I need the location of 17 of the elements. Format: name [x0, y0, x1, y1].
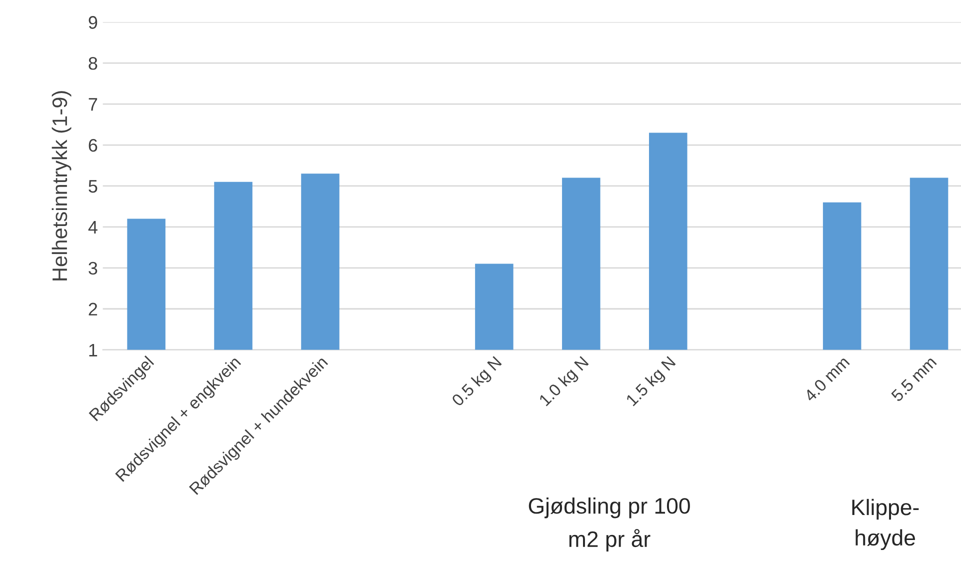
x-tick-label: 0.5 kg N [450, 356, 504, 410]
text: Klippe- høyde [852, 498, 919, 550]
y-tick-label: 8 [88, 57, 98, 70]
x-tick-label: 5.5 mm [890, 356, 937, 402]
x-tick-label: 1.0 kg N [538, 356, 592, 409]
y-tick-label: 6 [88, 138, 98, 152]
y-tick-label: 7 [88, 98, 98, 111]
x-tick-label: 4.0 mm [803, 356, 850, 402]
y-axis-title: Helhetsinntrykk (1-9) [52, 91, 72, 280]
text: Gjødsling pr 100 m2 pr år [528, 497, 690, 552]
y-tick-label: 1 [89, 344, 98, 356]
y-tick-label: 9 [88, 16, 98, 29]
y-tick-label: 2 [88, 302, 98, 316]
y-tick-label: 4 [88, 221, 98, 234]
y-tick-label: 5 [88, 180, 98, 193]
y-tick-label: 3 [88, 262, 98, 275]
x-tick-label: 1.5 kg N [625, 356, 678, 409]
